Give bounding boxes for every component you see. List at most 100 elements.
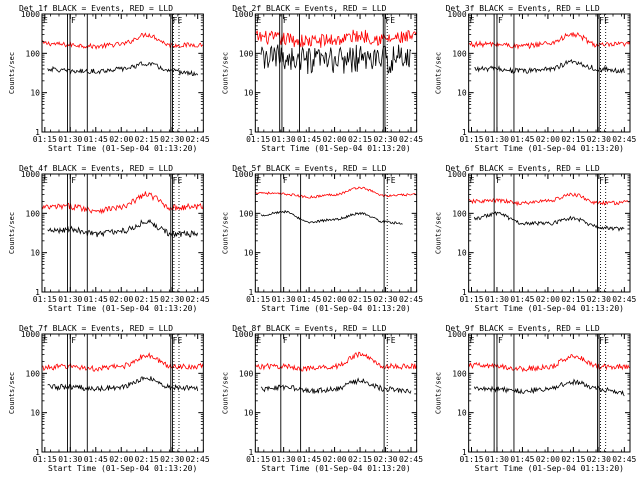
panel: Det 4f BLACK = Events, RED = LLD E F FE 1 10 1… xyxy=(8,164,210,313)
x-tick-label: 02:30 xyxy=(373,295,397,304)
x-axis-label: Start Time (01-Sep-04 01:13:20) xyxy=(475,464,624,473)
panel: Det 9f BLACK = Events, RED = LLD E F FE 1 10 1… xyxy=(435,324,637,473)
plot-frame xyxy=(468,13,631,133)
panel-title: Det 1f BLACK = Events, RED = LLD xyxy=(19,4,173,13)
y-tick-label: 1000 xyxy=(21,10,40,19)
y-tick-label: 1 xyxy=(35,128,40,137)
x-tick-label: 02:00 xyxy=(323,295,347,304)
y-tick-label: 1000 xyxy=(447,10,466,19)
y-tick-label: 1 xyxy=(249,128,254,137)
marker-annotation: E xyxy=(470,336,475,345)
plot-frame xyxy=(254,333,418,453)
y-tick-label: 1 xyxy=(462,448,467,457)
x-tick-label: 02:00 xyxy=(109,455,133,464)
lld-series-line xyxy=(255,186,417,199)
x-tick-label: 01:45 xyxy=(297,135,321,144)
plot-frame xyxy=(254,173,418,293)
y-axis-label: Counts/sec xyxy=(8,52,16,94)
x-tick-label: 01:15 xyxy=(246,455,270,464)
x-tick-label: 01:15 xyxy=(459,135,483,144)
x-tick-label: 02:00 xyxy=(109,135,133,144)
x-tick-label: 02:00 xyxy=(536,295,560,304)
y-axis-label: Counts/sec xyxy=(435,52,443,94)
marker-annotation: FE xyxy=(173,336,183,345)
y-tick-label: 100 xyxy=(452,369,467,378)
y-axis-label: Counts/sec xyxy=(8,372,16,414)
marker-annotation: FE xyxy=(173,16,183,25)
y-tick-label: 10 xyxy=(244,249,254,258)
marker-annotation: F xyxy=(71,176,76,185)
lld-series-line xyxy=(42,32,204,50)
x-tick-label: 01:30 xyxy=(272,455,296,464)
x-tick-label: 02:30 xyxy=(587,135,611,144)
x-tick-label: 01:15 xyxy=(33,135,57,144)
y-tick-label: 100 xyxy=(452,49,467,58)
marker-annotation: FE xyxy=(599,336,609,345)
y-tick-label: 1 xyxy=(462,288,467,297)
panel: Det 8f BLACK = Events, RED = LLD E F FE 1 10 1… xyxy=(221,324,423,473)
x-tick-label: 01:45 xyxy=(84,455,108,464)
marker-annotation: E xyxy=(43,336,48,345)
x-tick-label: 02:15 xyxy=(135,455,159,464)
x-tick-label: 01:30 xyxy=(58,455,82,464)
y-tick-label: 1 xyxy=(249,448,254,457)
x-tick-label: 02:00 xyxy=(109,295,133,304)
x-tick-label: 02:45 xyxy=(612,295,636,304)
y-axis-label: Counts/sec xyxy=(435,212,443,254)
panel: Det 7f BLACK = Events, RED = LLD E F FE 1 10 1… xyxy=(8,324,210,473)
panel-title: Det 9f BLACK = Events, RED = LLD xyxy=(446,324,600,333)
x-axis-label: Start Time (01-Sep-04 01:13:20) xyxy=(48,464,197,473)
events-series-line xyxy=(473,211,625,232)
marker-annotation: E xyxy=(470,176,475,185)
plot-frame xyxy=(41,173,204,293)
x-tick-label: 02:30 xyxy=(373,455,397,464)
x-tick-label: 01:45 xyxy=(510,135,534,144)
x-tick-label: 02:00 xyxy=(536,455,560,464)
y-tick-label: 10 xyxy=(30,409,40,418)
y-tick-label: 100 xyxy=(239,209,254,218)
marker-annotation: FE xyxy=(599,16,609,25)
x-tick-label: 02:45 xyxy=(186,455,210,464)
y-axis-label: Counts/sec xyxy=(221,212,229,254)
x-tick-label: 01:30 xyxy=(58,135,82,144)
x-tick-label: 02:00 xyxy=(323,135,347,144)
marker-annotation: FE xyxy=(386,176,396,185)
x-tick-label: 02:30 xyxy=(373,135,397,144)
events-series-line xyxy=(260,377,412,394)
y-tick-label: 100 xyxy=(26,49,41,58)
panel-title: Det 3f BLACK = Events, RED = LLD xyxy=(446,4,600,13)
x-tick-label: 01:30 xyxy=(58,295,82,304)
x-tick-label: 01:30 xyxy=(272,295,296,304)
marker-annotation: FE xyxy=(599,176,609,185)
x-tick-label: 01:45 xyxy=(84,295,108,304)
x-tick-label: 02:00 xyxy=(323,455,347,464)
y-axis-label: Counts/sec xyxy=(8,212,16,254)
x-tick-label: 02:00 xyxy=(536,135,560,144)
y-tick-label: 100 xyxy=(239,369,254,378)
marker-annotation: F xyxy=(71,16,76,25)
x-tick-label: 02:45 xyxy=(612,455,636,464)
lld-series-line xyxy=(42,352,204,372)
marker-annotation: F xyxy=(496,176,501,185)
x-axis-label: Start Time (01-Sep-04 01:13:20) xyxy=(261,464,410,473)
x-tick-label: 02:45 xyxy=(399,455,423,464)
y-tick-label: 100 xyxy=(26,369,41,378)
marker-annotation: F xyxy=(498,16,503,25)
lld-series-line xyxy=(468,192,630,207)
panel: Det 3f BLACK = Events, RED = LLD E F FE 1 10 1… xyxy=(435,4,637,153)
y-tick-label: 1000 xyxy=(234,10,253,19)
y-tick-label: 10 xyxy=(457,89,467,98)
plot-frame xyxy=(41,333,204,453)
plot-frame xyxy=(254,13,418,133)
x-tick-label: 02:45 xyxy=(186,135,210,144)
panel: Det 2f BLACK = Events, RED = LLD E F FE 1 10 1… xyxy=(221,4,423,153)
x-tick-label: 01:45 xyxy=(510,295,534,304)
marker-annotation: FE xyxy=(386,336,396,345)
x-tick-label: 01:30 xyxy=(485,135,509,144)
marker-annotation: F xyxy=(498,336,503,345)
y-tick-label: 10 xyxy=(30,89,40,98)
marker-annotation: E xyxy=(470,16,475,25)
y-tick-label: 10 xyxy=(30,249,40,258)
x-tick-label: 02:15 xyxy=(348,135,372,144)
